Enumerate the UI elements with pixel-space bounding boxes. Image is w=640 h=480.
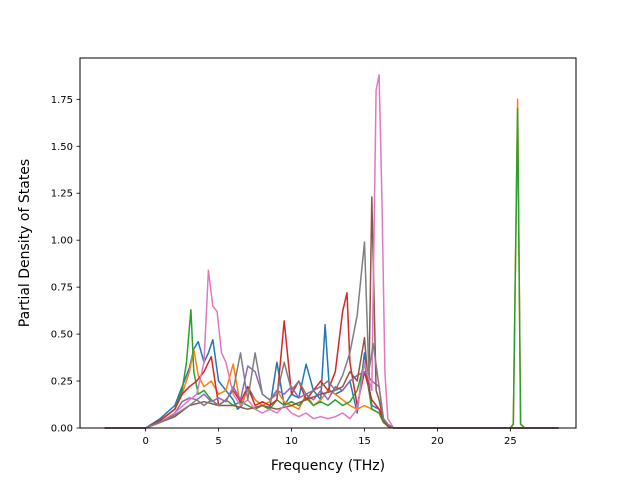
x-tick-label: 15 <box>358 436 371 447</box>
y-tick-label: 1.00 <box>51 236 73 247</box>
y-tick-label: 1.75 <box>51 95 73 106</box>
axes-frame <box>79 57 577 429</box>
x-tick-label: 25 <box>504 436 517 447</box>
series-line-5 <box>104 365 559 429</box>
series-line-8 <box>104 241 559 429</box>
y-tick-label: 0.75 <box>51 283 73 294</box>
y-tick-label: 0.50 <box>51 330 73 341</box>
x-tick-label: 0 <box>142 436 148 447</box>
y-tick-label: 0.25 <box>51 377 73 388</box>
series-line-7 <box>104 74 559 429</box>
y-axis-ticks: 0.00 0.25 0.50 0.75 1.00 1.25 1.50 1.75 <box>51 95 80 435</box>
y-axis-label: Partial Density of States <box>17 159 33 327</box>
y-tick-label: 1.50 <box>51 142 73 153</box>
x-axis-ticks: 0 5 10 15 20 25 <box>142 428 517 447</box>
y-tick-label: 1.25 <box>51 189 73 200</box>
series-line-6 <box>104 196 559 429</box>
x-tick-label: 10 <box>285 436 298 447</box>
x-axis-label: Frequency (THz) <box>271 458 385 474</box>
plot-series <box>104 74 559 429</box>
x-tick-label: 5 <box>215 436 221 447</box>
y-tick-label: 0.00 <box>51 424 73 435</box>
x-tick-label: 20 <box>431 436 444 447</box>
